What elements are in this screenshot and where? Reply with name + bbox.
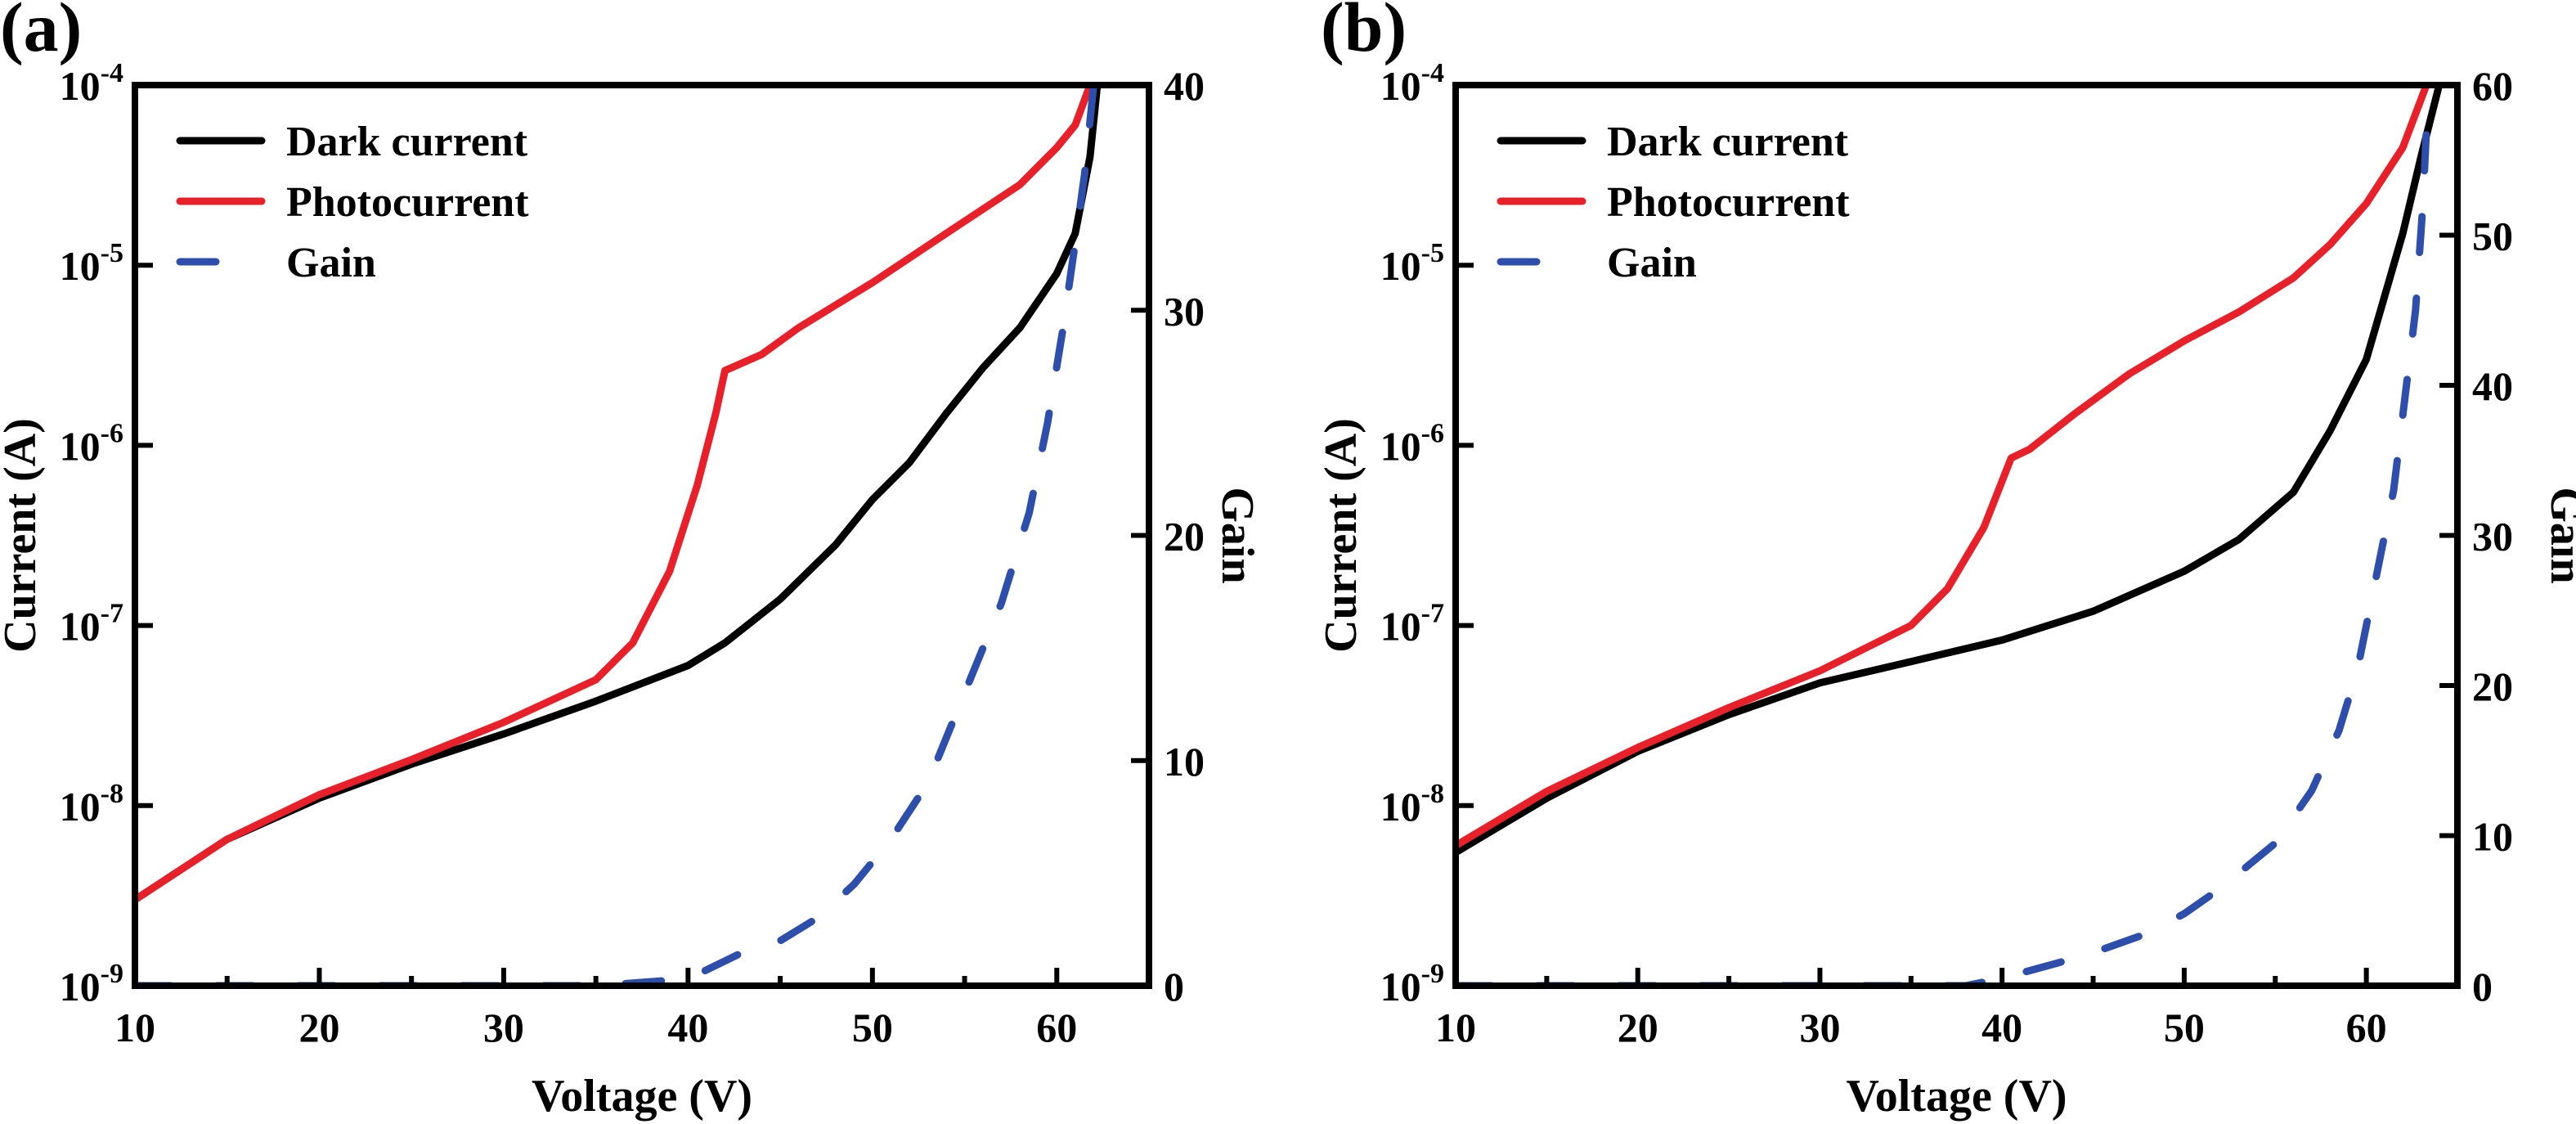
y2-tick-label: 40	[1164, 63, 1205, 109]
y-tick-base: 10	[60, 423, 101, 469]
y-tick-exponent: -9	[101, 959, 123, 989]
y-tick-exponent: -7	[1421, 599, 1444, 629]
x-tick-label: 40	[667, 1005, 708, 1050]
y-tick-base: 10	[60, 964, 101, 1009]
x-tick-label: 10	[1435, 1005, 1476, 1050]
x-axis-title: Voltage (V)	[532, 1071, 752, 1122]
series-line-dark-current	[135, 85, 1102, 903]
y-tick-exponent: -8	[101, 779, 123, 809]
y-tick-label: 10-5	[60, 238, 123, 289]
y-tick-exponent: -6	[1421, 418, 1444, 448]
legend-label: Gain	[286, 240, 376, 286]
legend: Dark current Photocurrent Gain	[1497, 119, 1850, 286]
y-tick-exponent: -5	[101, 238, 123, 268]
y-tick-base: 10	[1380, 423, 1421, 469]
x-tick-label: 40	[1981, 1005, 2022, 1050]
y-tick-base: 10	[1380, 63, 1421, 109]
y2-tick-label: 30	[2472, 514, 2513, 560]
y-tick-label: 10-5	[1380, 238, 1444, 289]
y-tick-exponent: -7	[101, 599, 123, 629]
x-tick-label: 60	[2346, 1005, 2387, 1050]
x-tick-label: 60	[1036, 1005, 1077, 1050]
x-tick-label: 50	[852, 1005, 893, 1050]
y2-axis-title: Gain	[2541, 487, 2576, 583]
y2-tick-label: 10	[2472, 814, 2513, 860]
y2-tick-label: 30	[1164, 288, 1205, 334]
y2-tick-label: 0	[1164, 964, 1184, 1009]
y-tick-base: 10	[1380, 964, 1421, 1009]
x-tick-label: 30	[483, 1005, 524, 1050]
y-tick-label: 10-6	[1380, 418, 1444, 469]
y-tick-label: 10-4	[1380, 58, 1444, 109]
x-tick-label: 10	[114, 1005, 155, 1050]
panel-a: (a)10 20 30 40 50 6010-910-810-710-610-510-40…	[0, 0, 1263, 1122]
series-line-dark-current	[1456, 85, 2444, 856]
x-tick-label: 20	[1618, 1005, 1658, 1050]
legend: Dark current Photocurrent Gain	[176, 119, 529, 286]
x-tick-label: 20	[298, 1005, 339, 1050]
y-tick-exponent: -8	[1421, 779, 1444, 809]
y-tick-label: 10-8	[60, 779, 123, 830]
series-line-gain	[135, 85, 1097, 986]
y2-tick-label: 10	[1164, 739, 1205, 785]
legend-label: Gain	[1607, 240, 1697, 286]
x-axis-title: Voltage (V)	[1846, 1071, 2067, 1122]
y-tick-label: 10-9	[1380, 959, 1444, 1009]
y-tick-base: 10	[1380, 604, 1421, 650]
panel-b: (b)10 20 30 40 50 6010-910-810-710-610-510-40…	[1316, 0, 2576, 1122]
series-line-photocurrent	[1456, 85, 2430, 849]
y-tick-exponent: -5	[1421, 238, 1444, 268]
y-tick-label: 10-9	[60, 959, 123, 1009]
legend-label: Dark current	[1607, 119, 1849, 165]
y-tick-base: 10	[60, 243, 101, 289]
y-tick-label: 10-6	[60, 418, 123, 469]
y-tick-label: 10-8	[1380, 779, 1444, 830]
x-tick-label: 30	[1799, 1005, 1840, 1050]
series-line-photocurrent	[135, 85, 1094, 903]
y-tick-base: 10	[60, 784, 101, 830]
y-tick-base: 10	[60, 63, 101, 109]
y2-tick-label: 20	[2472, 663, 2513, 709]
legend-label: Photocurrent	[286, 179, 529, 226]
y-tick-exponent: -4	[101, 58, 123, 88]
y-tick-exponent: -6	[101, 418, 123, 448]
y-tick-exponent: -9	[1421, 959, 1444, 989]
panel-label: (a)	[0, 0, 82, 66]
y-tick-label: 10-7	[60, 599, 123, 650]
y-axis-title: Current (A)	[0, 418, 46, 653]
y-tick-label: 10-7	[1380, 599, 1444, 650]
y-tick-exponent: -4	[1421, 58, 1444, 88]
y-axis-title: Current (A)	[1316, 418, 1367, 653]
legend-label: Photocurrent	[1607, 179, 1850, 226]
legend-label: Dark current	[286, 119, 528, 165]
y-tick-base: 10	[60, 604, 101, 650]
y2-tick-label: 60	[2472, 63, 2513, 109]
y-tick-label: 10-4	[60, 58, 123, 109]
y2-tick-label: 40	[2472, 363, 2513, 409]
series-line-gain	[1456, 126, 2430, 986]
y-tick-base: 10	[1380, 243, 1421, 289]
y-tick-base: 10	[1380, 784, 1421, 830]
y2-tick-label: 0	[2472, 964, 2493, 1009]
x-tick-label: 50	[2164, 1005, 2205, 1050]
y2-axis-title: Gain	[1212, 487, 1263, 583]
plot-frame	[1452, 82, 2461, 989]
y2-tick-label: 50	[2472, 214, 2513, 259]
y2-tick-label: 20	[1164, 514, 1205, 560]
panel-label: (b)	[1321, 0, 1407, 66]
